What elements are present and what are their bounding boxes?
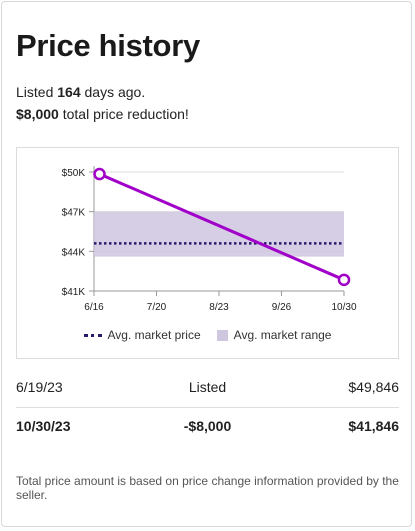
legend-label-avg-range: Avg. market range <box>233 328 332 342</box>
listed-prefix: Listed <box>16 84 58 100</box>
y-tick-label: $50K <box>62 168 86 179</box>
market-range-band <box>94 211 344 257</box>
reduction-suffix: total price reduction! <box>58 106 189 122</box>
history-date: 6/19/23 <box>16 379 63 395</box>
history-event: -$8,000 <box>183 418 232 434</box>
x-tick-label: 9/26 <box>272 302 292 313</box>
y-tick-label: $41K <box>62 287 86 298</box>
history-date: 10/30/23 <box>16 418 71 434</box>
page-title: Price history <box>16 28 200 63</box>
listed-days-text: Listed 164 days ago. <box>16 84 145 100</box>
legend-item-avg-price: Avg. market price <box>83 328 201 342</box>
price-series-line <box>98 172 345 282</box>
range-band-swatch <box>216 329 228 341</box>
dotted-line-swatch <box>83 333 102 337</box>
price-reduction-text: $8,000 total price reduction! <box>16 106 189 122</box>
legend-item-avg-range: Avg. market range <box>216 328 332 342</box>
y-tick-label: $44K <box>62 247 86 258</box>
history-divider <box>16 407 399 408</box>
x-tick-label: 7/20 <box>147 302 167 313</box>
listed-suffix: days ago. <box>80 84 146 100</box>
x-tick-label: 8/23 <box>209 302 229 313</box>
listed-days-count: 164 <box>57 84 81 100</box>
y-tick-label: $47K <box>62 208 86 219</box>
price-chart-container: $41K $44K $47K $50K 6/16 7/20 8/23 9/26 10/30 Av… <box>16 147 399 359</box>
history-event: Listed <box>188 379 227 395</box>
history-price: $49,846 <box>348 379 399 395</box>
legend-label-avg-price: Avg. market price <box>107 328 201 342</box>
x-tick-label: 6/16 <box>84 302 104 313</box>
history-price: $41,846 <box>348 418 399 434</box>
x-tick-label: 10/30 <box>331 302 356 313</box>
price-chart: $41K $44K $47K $50K 6/16 7/20 8/23 9/26 10/30 <box>62 166 357 313</box>
chart-legend: Avg. market price Avg. market range <box>17 328 398 342</box>
reduction-amount: $8,000 <box>16 106 59 122</box>
price-point <box>93 167 106 181</box>
footnote: Total price amount is based on price cha… <box>16 474 399 502</box>
price-point <box>337 273 351 287</box>
